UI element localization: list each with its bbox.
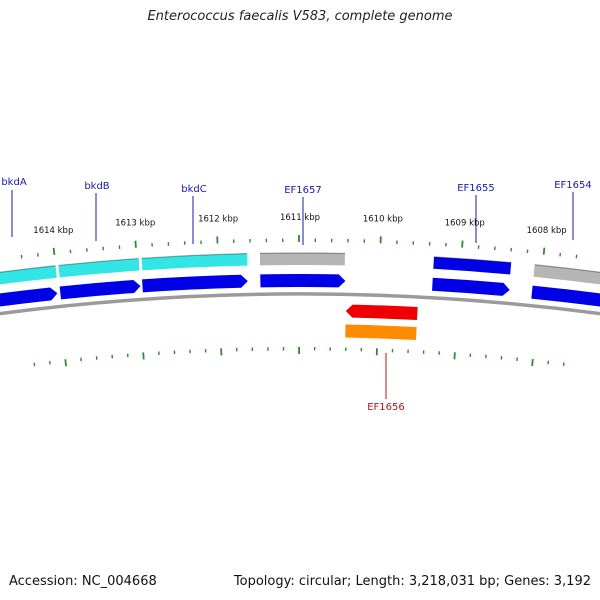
feature-EF1654-edge	[534, 264, 600, 273]
backbone-circle	[0, 292, 600, 316]
tick-layer	[20, 234, 578, 367]
gene-label-bkdA: bkdA	[1, 177, 26, 188]
major-tick-outer	[542, 247, 546, 255]
feature-EF1657	[259, 252, 345, 266]
tick-label: 1611 kbp	[280, 213, 320, 223]
cds-bkdC	[142, 274, 248, 293]
gene-label-bkdB: bkdB	[84, 181, 109, 192]
feature-EF1655-edge	[433, 256, 512, 264]
tick-label: 1612 kbp	[198, 214, 238, 224]
major-tick-outer	[52, 247, 56, 255]
gene-label-EF1656: EF1656	[367, 402, 405, 413]
feature-EF1655	[433, 256, 512, 275]
feature-EF1656	[345, 324, 417, 340]
gene-label-EF1655: EF1655	[457, 183, 495, 194]
gene-label-EF1657: EF1657	[284, 185, 322, 196]
cds-EF1655	[432, 277, 510, 296]
feature-bkdC-edge	[141, 252, 248, 259]
feature-bkdA	[0, 265, 57, 285]
tick-label: 1610 kbp	[363, 214, 403, 224]
tick-label: 1613 kbp	[115, 219, 155, 229]
genome-summary: Topology: circular; Length: 3,218,031 bp…	[233, 574, 591, 589]
gene-label-bkdC: bkdC	[181, 184, 206, 195]
feature-layer	[0, 252, 600, 340]
feature-bkdB	[58, 258, 140, 278]
cds-bkdB	[59, 279, 141, 300]
cds-bkdA	[0, 287, 58, 307]
major-tick-inner	[531, 358, 534, 367]
cds-EF1656	[345, 304, 418, 320]
gene-label-EF1654: EF1654	[554, 180, 592, 191]
feature-bkdB-edge	[58, 257, 139, 267]
cds-EF1654	[531, 285, 600, 307]
feature-bkdA-edge	[0, 265, 56, 273]
feature-bkdC	[141, 253, 248, 271]
map-title: Enterococcus faecalis V583, complete gen…	[147, 9, 453, 24]
label-layer: 1614 kbp 1613 kbp 1612 kbp 1611 kbp 1610 kbp…	[1, 177, 591, 413]
cds-EF1657	[260, 273, 346, 288]
feature-EF1654	[533, 264, 600, 285]
tick-label: 1608 kbp	[527, 226, 567, 236]
tick-label: 1609 kbp	[445, 219, 485, 229]
major-tick-inner	[64, 359, 67, 367]
accession-label: Accession: NC_004668	[9, 574, 157, 589]
tick-label: 1614 kbp	[33, 226, 73, 236]
